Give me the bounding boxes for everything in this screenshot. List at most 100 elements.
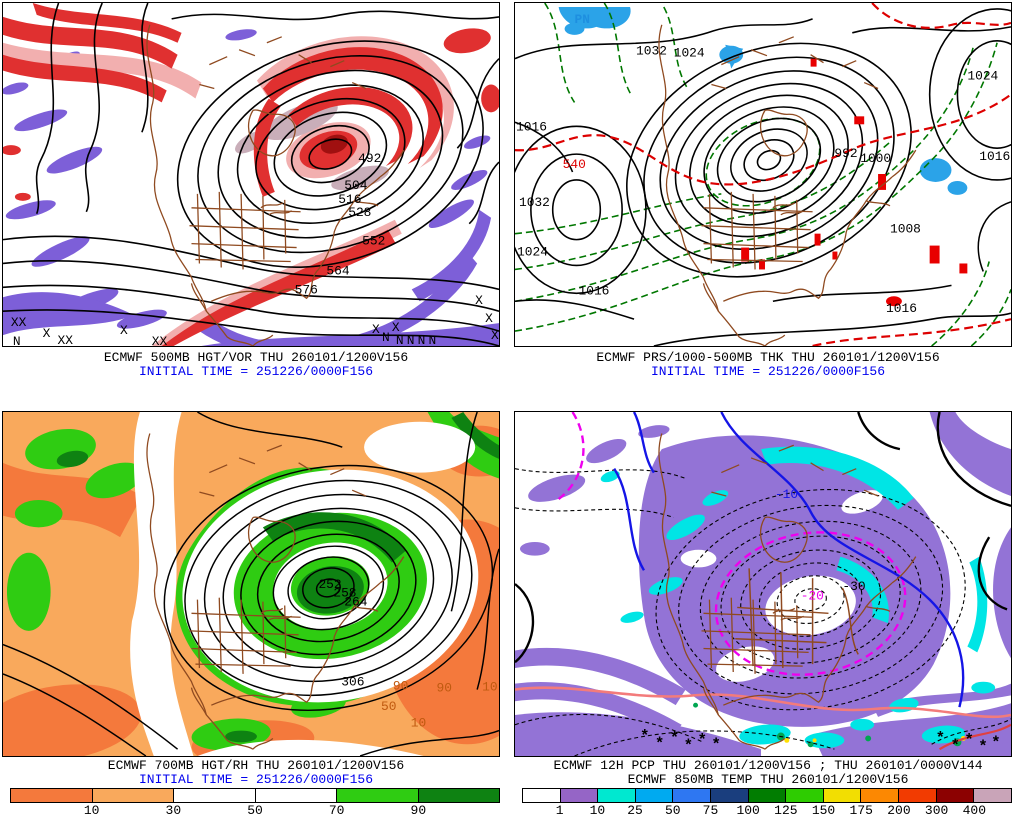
svg-text:*: * (670, 729, 680, 747)
colorbar-tick-label: 175 (849, 803, 873, 818)
rh-colorbar (10, 788, 500, 803)
precip-light-shading (515, 412, 1011, 756)
svg-text:540: 540 (563, 157, 586, 172)
colorbar-segment (523, 789, 561, 802)
svg-text:528: 528 (348, 205, 371, 220)
svg-text:1008: 1008 (890, 222, 921, 237)
svg-text:90: 90 (393, 679, 408, 694)
rh-mid-bands (130, 412, 476, 756)
svg-text:N: N (13, 334, 21, 346)
colorbar-segment (936, 789, 975, 802)
svg-text:264: 264 (344, 595, 368, 610)
colorbar-tick-label: 300 (924, 803, 949, 818)
svg-text:564: 564 (326, 263, 349, 278)
svg-text:*: * (936, 729, 946, 747)
svg-text:X: X (485, 311, 493, 326)
svg-text:552: 552 (362, 234, 385, 249)
colorbar-tick-label: 75 (702, 803, 719, 818)
precip-dry-holes (680, 490, 883, 682)
colorbar-tick-label: 70 (328, 803, 345, 818)
svg-text:90: 90 (437, 681, 452, 696)
colorbar-tick-label: 1 (555, 803, 564, 818)
colorbar-tick-label: 10 (83, 803, 100, 818)
svg-text:*: * (684, 737, 694, 755)
contour-labels: -30-20-10* * * * * * * * * * * (640, 487, 1001, 756)
colorbar-segment (11, 789, 93, 802)
colorbar-tick-label: 90 (410, 803, 427, 818)
map-700mb-hgt-rh: 252 258 264 306 90 90 10 50 10 (2, 411, 500, 757)
panel2-initial-time: INITIAL TIME = 251226/0000F156 (650, 364, 886, 379)
svg-text:1016: 1016 (516, 119, 547, 134)
colorbar-segment (598, 789, 636, 802)
svg-text:X: X (120, 323, 128, 338)
svg-text:N: N (418, 333, 426, 346)
colorbar-tick-label: 200 (887, 803, 911, 818)
svg-text:1016: 1016 (886, 301, 917, 316)
svg-text:992: 992 (834, 146, 857, 161)
colorbar-segment (255, 789, 337, 802)
svg-text:X: X (475, 293, 483, 308)
svg-text:-30: -30 (842, 579, 865, 594)
thickness-contours-red (515, 3, 1011, 346)
colorbar-segment (786, 789, 824, 802)
svg-text:*: * (655, 735, 665, 753)
rh-colorbar-labels: 10 30 50 70 90 (10, 803, 500, 818)
svg-text:576: 576 (295, 282, 318, 297)
panel-700mb-hgt-rh: 252 258 264 306 90 90 10 50 10 ECMWF 700MB HGT/R… (0, 409, 512, 819)
colorbar-segment (823, 789, 862, 802)
panel-prs-thk: 1016 540 1032 1024 1016 1032 1024 992 1000 1008 10… (512, 0, 1024, 409)
svg-text:1032: 1032 (519, 195, 550, 210)
colorbar-segment (673, 789, 712, 802)
contour-labels: 1016 540 1032 1024 1016 1032 1024 992 1000 1008 10… (516, 12, 1010, 316)
svg-text:1032: 1032 (636, 44, 667, 59)
colorbar-segment (174, 789, 256, 802)
temp-contour-zero-salmon (515, 686, 1011, 719)
panel2-caption: ECMWF PRS/1000-500MB THK THU 260101/1200… (596, 350, 940, 365)
map-canvas-pcp: -30-20-10* * * * * * * * * * * (515, 412, 1011, 756)
svg-text:N: N (382, 330, 390, 345)
svg-text:306: 306 (341, 675, 364, 690)
map-500mb-hgt-vor: 492 504 516 528 552 564 576 XX N X XX X XX X N X N N N N X X X (2, 2, 500, 347)
svg-text:1024: 1024 (967, 69, 998, 84)
pcp-colorbar-labels: 1 10 25 50 75 100 125 150 175 200 300 400 (522, 803, 1012, 818)
svg-text:*: * (964, 731, 974, 749)
svg-text:*: * (640, 727, 650, 745)
svg-text:1016: 1016 (578, 283, 609, 298)
rh-mid-ring (182, 469, 479, 703)
panel3-caption: ECMWF 700MB HGT/RH THU 260101/1200V156 (107, 758, 405, 773)
panel3-initial-time: INITIAL TIME = 251226/0000F156 (138, 772, 374, 787)
svg-text:*: * (711, 736, 721, 754)
colorbar-segment (711, 789, 749, 802)
svg-text:XX: XX (11, 315, 27, 330)
svg-text:1000: 1000 (860, 151, 891, 166)
colorbar-segment (635, 789, 674, 802)
rh-saturated-cores (56, 412, 499, 743)
svg-text:516: 516 (338, 192, 361, 207)
colorbar-segment (899, 789, 937, 802)
svg-text:1024: 1024 (517, 245, 548, 260)
pcp-colorbar (522, 788, 1012, 803)
svg-text:X: X (43, 326, 51, 341)
precip-moderate-shading (600, 446, 996, 749)
height-contours (3, 412, 499, 756)
temp-contour-blue (613, 412, 965, 708)
svg-text:X: X (491, 328, 499, 343)
panel4-caption-temp: ECMWF 850MB TEMP THU 260101/1200V156 (627, 772, 909, 787)
svg-text:*: * (950, 737, 960, 755)
colorbar-tick-label: 125 (774, 803, 798, 818)
colorbar-segment (861, 789, 900, 802)
svg-text:50: 50 (381, 699, 396, 714)
colorbar-tick-label: 10 (589, 803, 606, 818)
colorbar-tick-label: 50 (664, 803, 681, 818)
height-contours (3, 3, 499, 346)
colorbar-tick-label: 150 (811, 803, 836, 818)
colorbar-tick-label: 100 (736, 803, 760, 818)
svg-text:1016: 1016 (979, 149, 1010, 164)
svg-text:-10: -10 (775, 487, 798, 502)
coastlines (658, 24, 917, 346)
svg-text:N: N (396, 333, 404, 346)
state-borders-extra (735, 568, 859, 669)
